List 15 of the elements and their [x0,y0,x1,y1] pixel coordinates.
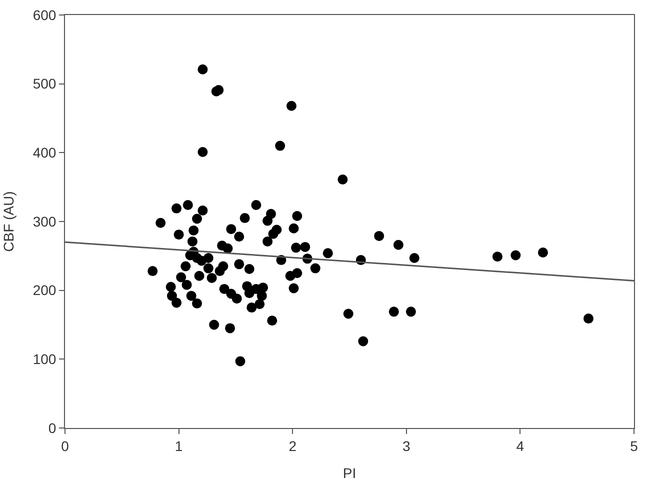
x-tick-label: 4 [516,438,524,454]
x-tick-label: 1 [174,438,183,454]
y-axis-title: CBF (AU) [0,191,16,252]
y-tick-label: 600 [32,6,56,23]
x-tick-label: 2 [288,438,297,454]
y-tick-label: 0 [48,420,56,436]
y-tick-label: 300 [32,213,56,230]
x-tick-label: 5 [630,438,638,454]
y-tick-label: 200 [32,282,56,298]
x-tick-label: 0 [61,438,70,454]
y-tick-label: 400 [32,144,56,161]
x-tick-label: 3 [402,438,410,454]
y-tick-label: 100 [32,351,56,368]
x-axis-title: PI [342,465,356,482]
y-tick-label: 500 [32,76,56,92]
